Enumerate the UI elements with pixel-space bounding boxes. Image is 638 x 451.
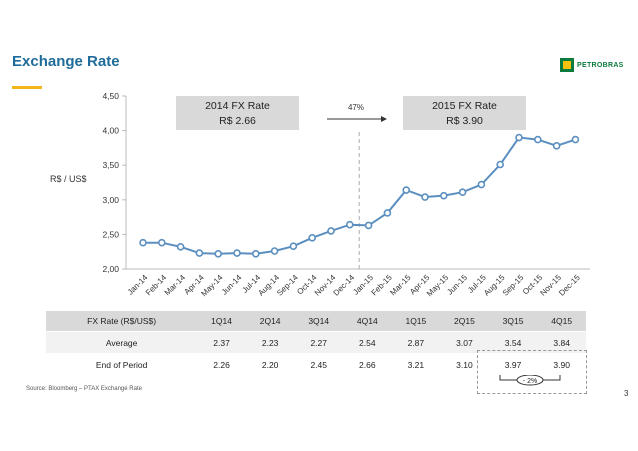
x-tick-label: Sep-14 — [275, 273, 300, 298]
logo-text: PETROBRAS — [577, 61, 624, 69]
data-point — [345, 220, 354, 229]
data-point — [458, 188, 467, 196]
fx-2014-box — [176, 96, 299, 130]
data-point — [252, 249, 260, 258]
fx-2015-value: R$ 3.90 — [446, 115, 483, 127]
table-header-cell: 4Q14 — [343, 311, 392, 332]
table-header-cell: 2Q15 — [440, 311, 489, 332]
table-cell: 3.10 — [440, 353, 489, 375]
data-point — [477, 180, 486, 189]
table-header-cell: 4Q15 — [537, 311, 586, 332]
table-row-average: Average 2.37 2.23 2.27 2.54 2.87 3.07 3.… — [46, 331, 586, 354]
x-tick-label: Mar-14 — [163, 273, 188, 298]
table-cell: 3.90 — [537, 353, 586, 375]
table-header-cell: 1Q15 — [391, 311, 441, 332]
x-tick-label: May-15 — [425, 273, 451, 299]
series-points — [139, 133, 580, 258]
table-row-end-of-period: End of Period 2.26 2.20 2.45 2.66 3.21 3… — [46, 353, 586, 375]
table-header-cell: 3Q14 — [294, 311, 343, 332]
y-tick-label: 3,50 — [102, 160, 119, 170]
data-point — [214, 249, 222, 258]
table-cell: 2.87 — [391, 331, 441, 354]
data-point — [139, 238, 147, 247]
y-tick-label: 3,00 — [102, 195, 119, 205]
source-note: Source: Bloomberg – PTAX Exchange Rate — [26, 386, 142, 392]
x-tick-label: Dec-15 — [557, 273, 582, 298]
data-point — [195, 249, 204, 257]
table-header-cell: FX Rate (R$/US$) — [46, 311, 198, 332]
data-point — [533, 135, 542, 144]
page-title: Exchange Rate — [12, 53, 120, 70]
table-cell: 2.20 — [245, 353, 295, 375]
table-cell: 3.84 — [537, 331, 586, 354]
table-header-row: FX Rate (R$/US$) 1Q14 2Q14 3Q14 4Q14 1Q1… — [46, 311, 586, 332]
data-point — [270, 247, 279, 255]
data-point — [552, 142, 561, 150]
table-cell: 2.45 — [294, 353, 343, 375]
y-axis: 2,00 2,50 3,00 3,50 4,00 4,50 — [102, 91, 127, 274]
change-percent-label: 47% — [348, 103, 364, 112]
table-header-cell: 2Q14 — [245, 311, 295, 332]
table-cell: End of Period — [46, 353, 198, 375]
data-point — [496, 160, 505, 169]
data-point — [158, 238, 166, 247]
fx-table: FX Rate (R$/US$) 1Q14 2Q14 3Q14 4Q14 1Q1… — [46, 311, 586, 375]
fx-2015-label: 2015 FX Rate — [432, 100, 497, 112]
data-point — [439, 191, 448, 200]
data-point — [289, 242, 298, 250]
x-tick-label: Sep-15 — [501, 273, 526, 298]
x-axis: Jan-14Feb-14Mar-14Apr-14May-14Jun-14Jul-… — [126, 268, 590, 299]
data-point — [515, 133, 523, 142]
table-cell: 3.97 — [488, 353, 538, 375]
table-header-cell: 1Q14 — [197, 311, 246, 332]
table-cell: 2.54 — [343, 331, 392, 354]
title-accent-bar — [12, 86, 42, 89]
x-tick-label: Mar-15 — [388, 273, 413, 298]
data-point — [308, 234, 317, 242]
x-tick-label: Jun-15 — [445, 273, 469, 297]
table-cell: 3.54 — [488, 331, 538, 354]
fx-2015-box — [403, 96, 526, 130]
quarter-highlight-box — [477, 350, 587, 394]
table-cell: 3.21 — [391, 353, 441, 375]
data-point — [233, 249, 241, 257]
data-point — [383, 209, 392, 217]
quarter-change-badge — [516, 374, 544, 386]
table-cell: Average — [46, 331, 198, 354]
fx-2014-value: R$ 2.66 — [219, 115, 256, 127]
table-cell: 2.23 — [245, 331, 295, 354]
data-point — [364, 221, 373, 230]
y-tick-label: 4,00 — [102, 126, 119, 136]
y-axis-label: R$ / US$ — [50, 174, 87, 184]
x-tick-label: Jun-14 — [220, 273, 244, 297]
table-cell: 2.66 — [343, 353, 392, 375]
petrobras-logo: PETROBRAS — [560, 58, 624, 72]
table-cell: 3.07 — [440, 331, 489, 354]
table-cell: 2.37 — [197, 331, 246, 354]
y-tick-label: 2,00 — [102, 264, 119, 274]
x-tick-label: May-14 — [199, 273, 225, 299]
data-point — [327, 227, 335, 235]
data-point — [571, 135, 580, 144]
petrobras-logo-icon — [560, 58, 574, 72]
table-header-cell: 3Q15 — [488, 311, 538, 332]
data-point — [402, 186, 411, 194]
y-tick-label: 4,50 — [102, 91, 119, 101]
table-cell: 2.26 — [197, 353, 246, 375]
data-point — [176, 243, 185, 251]
fx-2014-label: 2014 FX Rate — [205, 100, 270, 112]
data-point — [421, 193, 429, 201]
table-cell: 2.27 — [294, 331, 343, 354]
page-number: 3 — [624, 389, 629, 398]
y-tick-label: 2,50 — [102, 229, 119, 239]
x-tick-label: Dec-14 — [332, 273, 357, 298]
quarter-change-value: - 2% — [523, 378, 537, 385]
